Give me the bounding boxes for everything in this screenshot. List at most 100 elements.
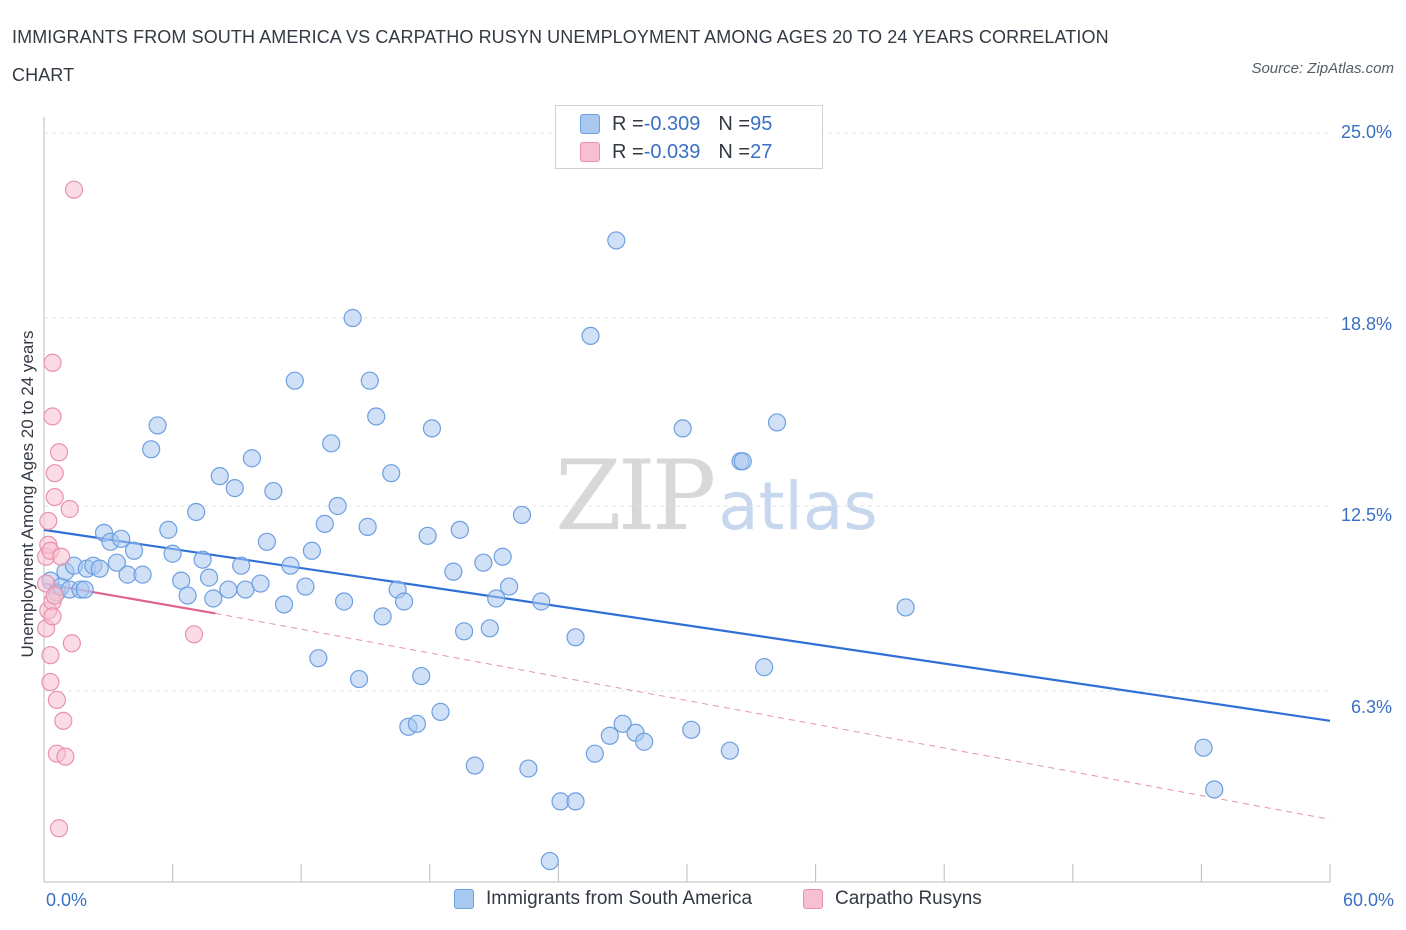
stats-legend: R = -0.309 N = 95 R = -0.039 N = 27: [555, 105, 823, 169]
point-south-america: [232, 556, 251, 575]
data-points: [37, 180, 1224, 871]
point-carpatho-rusyns: [52, 547, 71, 566]
legend-r-label: R =: [612, 112, 644, 135]
watermark: ZIPatlas: [555, 440, 878, 552]
point-south-america: [1194, 738, 1213, 757]
point-carpatho-rusyns: [64, 180, 84, 199]
trend-line-dashed: [215, 612, 1331, 820]
point-south-america: [896, 598, 915, 617]
point-carpatho-rusyns: [45, 487, 64, 507]
point-carpatho-rusyns: [41, 672, 60, 692]
point-south-america: [532, 592, 551, 611]
legend-n-label: N =: [718, 140, 751, 163]
point-south-america: [315, 514, 334, 533]
point-south-america: [225, 478, 244, 498]
point-south-america: [75, 580, 94, 599]
point-south-america: [285, 371, 304, 390]
bottom-legend-carpatho-rusyns: Carpatho Rusyns: [803, 888, 982, 910]
legend-swatch-blue: [580, 114, 600, 134]
point-carpatho-rusyns: [60, 499, 79, 519]
point-south-america: [334, 592, 354, 611]
point-south-america: [373, 607, 392, 626]
y-axis-label: Unemployment Among Ages 20 to 24 years: [18, 330, 37, 658]
point-south-america: [296, 577, 315, 596]
legend-swatch-pink: [803, 889, 823, 909]
point-south-america: [112, 529, 131, 548]
point-south-america: [358, 517, 377, 536]
point-south-america: [444, 562, 463, 581]
legend-row-south-america: R = -0.309 N = 95: [580, 111, 772, 137]
point-carpatho-rusyns: [56, 747, 75, 766]
point-south-america: [199, 568, 219, 587]
point-south-america: [322, 434, 341, 453]
point-south-america: [635, 732, 654, 751]
point-south-america: [585, 744, 604, 763]
point-south-america: [720, 741, 739, 760]
point-south-america: [251, 574, 270, 593]
point-south-america: [480, 619, 499, 638]
point-south-america: [767, 413, 787, 432]
point-south-america: [755, 658, 774, 677]
y-tick-label: 18.8%: [1340, 314, 1392, 334]
point-south-america: [422, 419, 442, 438]
point-south-america: [281, 556, 300, 575]
point-south-america: [264, 481, 283, 501]
point-south-america: [474, 553, 493, 572]
trend-line-south-america: [43, 528, 1331, 722]
grid-lines: [44, 132, 1330, 692]
legend-row-carpatho-rusyns: R = -0.039 N = 27: [580, 139, 772, 165]
point-carpatho-rusyns: [43, 407, 62, 426]
point-carpatho-rusyns: [43, 353, 62, 372]
point-carpatho-rusyns: [62, 634, 81, 653]
point-south-america: [274, 595, 294, 614]
point-south-america: [1205, 780, 1224, 799]
point-south-america: [418, 526, 437, 545]
point-south-america: [204, 589, 223, 608]
y-tick-label: 12.5%: [1340, 505, 1392, 525]
point-south-america: [682, 720, 701, 739]
point-carpatho-rusyns: [41, 646, 60, 665]
watermark-atlas: atlas: [718, 468, 878, 545]
point-south-america: [219, 580, 238, 599]
point-south-america: [581, 326, 600, 346]
x-tick-label: 0.0%: [46, 890, 88, 910]
point-carpatho-rusyns: [43, 607, 62, 626]
point-south-america: [454, 622, 474, 641]
point-south-america: [178, 586, 197, 605]
legend-r-value: -0.309: [643, 112, 701, 135]
point-south-america: [412, 666, 431, 686]
point-south-america: [193, 550, 212, 569]
point-south-america: [733, 452, 752, 471]
point-carpatho-rusyns: [45, 464, 64, 483]
legend-swatch-pink: [580, 142, 600, 162]
legend-n-value: 27: [750, 140, 773, 163]
point-south-america: [367, 407, 386, 426]
point-south-america: [607, 231, 626, 250]
point-carpatho-rusyns: [49, 819, 69, 838]
point-south-america: [159, 520, 178, 539]
point-south-america: [566, 628, 585, 647]
point-south-america: [382, 464, 401, 483]
point-south-america: [187, 502, 206, 522]
bottom-legend-label: Carpatho Rusyns: [835, 888, 982, 909]
legend-n-label: N =: [718, 112, 751, 135]
point-carpatho-rusyns: [184, 625, 204, 644]
point-carpatho-rusyns: [49, 443, 69, 462]
point-south-america: [124, 541, 144, 560]
point-south-america: [142, 440, 161, 459]
bottom-legend-south-america: Immigrants from South America: [454, 888, 752, 910]
point-south-america: [343, 308, 362, 328]
point-carpatho-rusyns: [47, 690, 66, 710]
watermark-zip: ZIP: [555, 440, 716, 552]
legend-n-value: 95: [750, 112, 773, 135]
point-south-america: [309, 649, 328, 668]
point-south-america: [540, 851, 559, 871]
point-south-america: [349, 669, 369, 689]
point-south-america: [302, 541, 322, 560]
legend-r-value: -0.039: [643, 140, 701, 163]
point-south-america: [148, 416, 167, 435]
axes: [43, 117, 1331, 883]
point-south-america: [566, 792, 585, 811]
point-south-america: [360, 371, 379, 390]
point-south-america: [613, 714, 632, 733]
